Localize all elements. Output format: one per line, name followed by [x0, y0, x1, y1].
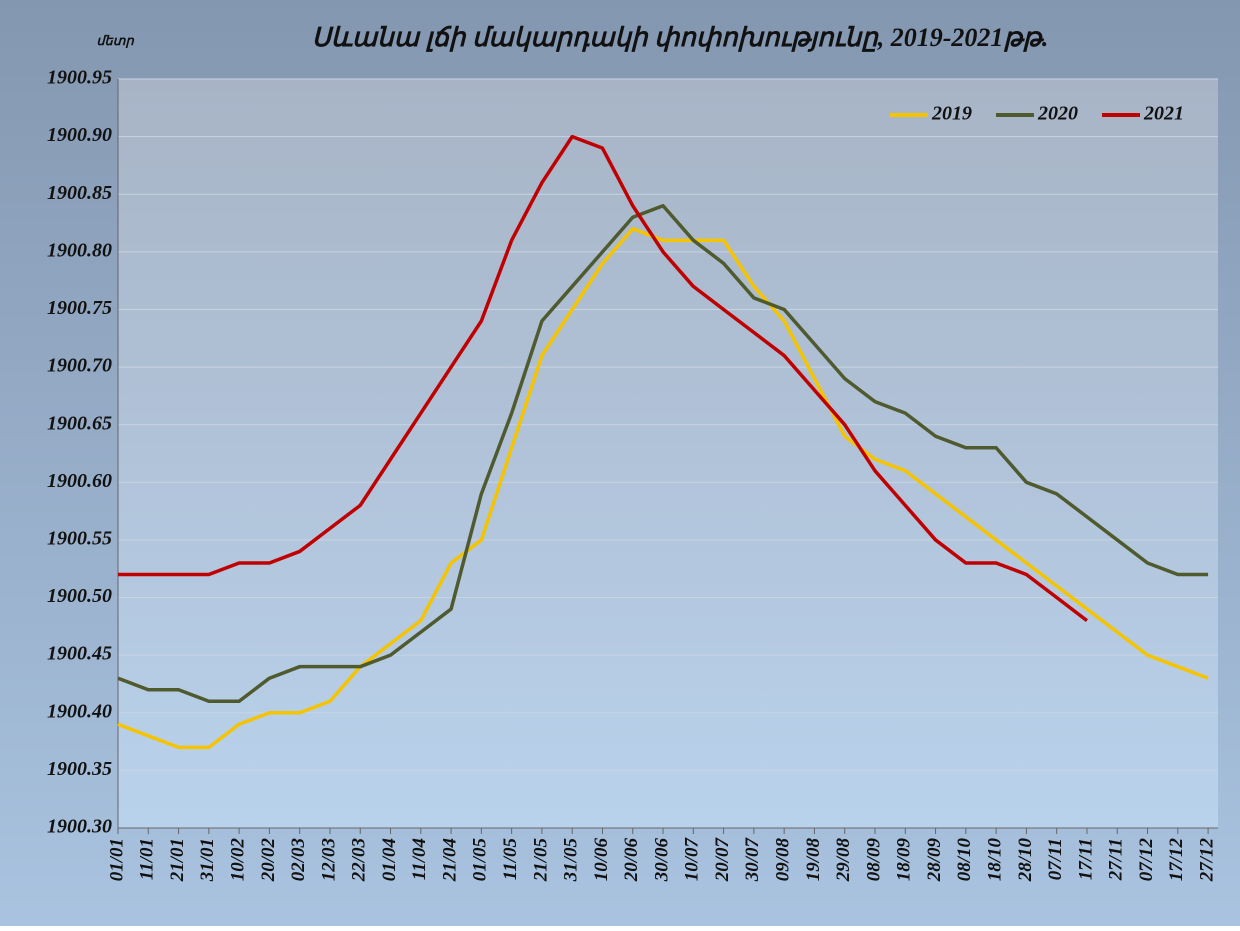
y-axis-label: մետր [96, 33, 134, 48]
y-tick-label: 1900.50 [47, 585, 112, 607]
y-tick-label: 1900.40 [47, 700, 112, 722]
x-tick-label: 22/03 [349, 838, 370, 882]
x-tick-label: 30/07 [742, 837, 763, 883]
y-tick-label: 1900.35 [47, 758, 112, 780]
x-tick-label: 28/09 [924, 838, 945, 883]
x-tick-label: 17/11 [1075, 838, 1096, 880]
x-tick-label: 21/01 [167, 838, 188, 882]
y-tick-label: 1900.75 [47, 297, 112, 319]
y-tick-label: 1900.90 [47, 124, 112, 146]
x-tick-label: 30/06 [651, 838, 672, 883]
x-tick-label: 02/03 [288, 838, 309, 881]
line-series [117, 227, 1209, 750]
y-tick-label: 1900.60 [47, 470, 112, 492]
x-tick-label: 07/12 [1136, 838, 1157, 882]
legend-label: 2019 [931, 103, 972, 125]
x-tick-label: 31/05 [561, 838, 582, 883]
y-tick-label: 1900.80 [47, 239, 112, 261]
chart-title: Սևանա լճի մակարդակի փոփոխությունը, 2019-… [312, 23, 1049, 52]
x-tick-label: 18/09 [894, 838, 915, 882]
x-tick-label: 12/03 [318, 838, 339, 881]
y-tick-label: 1900.55 [47, 528, 112, 550]
x-tick-label: 11/01 [137, 838, 158, 880]
x-tick-label: 28/10 [1015, 838, 1036, 883]
x-tick-label: 31/01 [197, 838, 218, 882]
x-tick-label: 27/12 [1196, 838, 1217, 883]
y-tick-label: 1900.65 [47, 412, 112, 434]
y-tick-label: 1900.45 [47, 643, 112, 665]
x-tick-label: 18/10 [984, 838, 1005, 882]
x-tick-label: 01/04 [379, 838, 400, 881]
x-tick-label: 10/02 [227, 838, 248, 882]
x-tick-label: 09/08 [773, 838, 794, 882]
x-tick-label: 08/09 [863, 838, 884, 882]
x-tick-label: 01/05 [470, 838, 491, 882]
x-tick-label: 21/04 [439, 838, 460, 882]
x-tick-label: 10/07 [682, 837, 703, 882]
y-tick-label: 1900.70 [47, 355, 112, 377]
legend-label: 2021 [1143, 103, 1184, 125]
y-tick-label: 1900.95 [47, 67, 112, 89]
legend-label: 2020 [1037, 103, 1078, 125]
y-tick-label: 1900.30 [47, 816, 112, 838]
x-tick-label: 11/04 [409, 838, 430, 880]
x-tick-label: 07/11 [1045, 838, 1066, 880]
x-tick-label: 10/06 [591, 838, 612, 882]
x-tick-label: 29/08 [833, 838, 854, 883]
x-tick-label: 19/08 [803, 838, 824, 882]
plot-area [118, 79, 1218, 828]
line-series [117, 204, 1209, 703]
y-tick-label: 1900.85 [47, 182, 112, 204]
x-tick-label: 27/11 [1106, 838, 1127, 881]
x-tick-label: 01/01 [106, 838, 127, 881]
x-tick-label: 11/05 [500, 838, 521, 881]
line-series [118, 134, 1089, 622]
x-tick-label: 20/07 [712, 837, 733, 883]
x-tick-label: 08/10 [954, 838, 975, 882]
x-tick-label: 17/12 [1166, 838, 1187, 882]
x-tick-label: 21/05 [530, 838, 551, 883]
x-tick-label: 20/06 [621, 838, 642, 883]
x-tick-label: 20/02 [258, 838, 279, 883]
